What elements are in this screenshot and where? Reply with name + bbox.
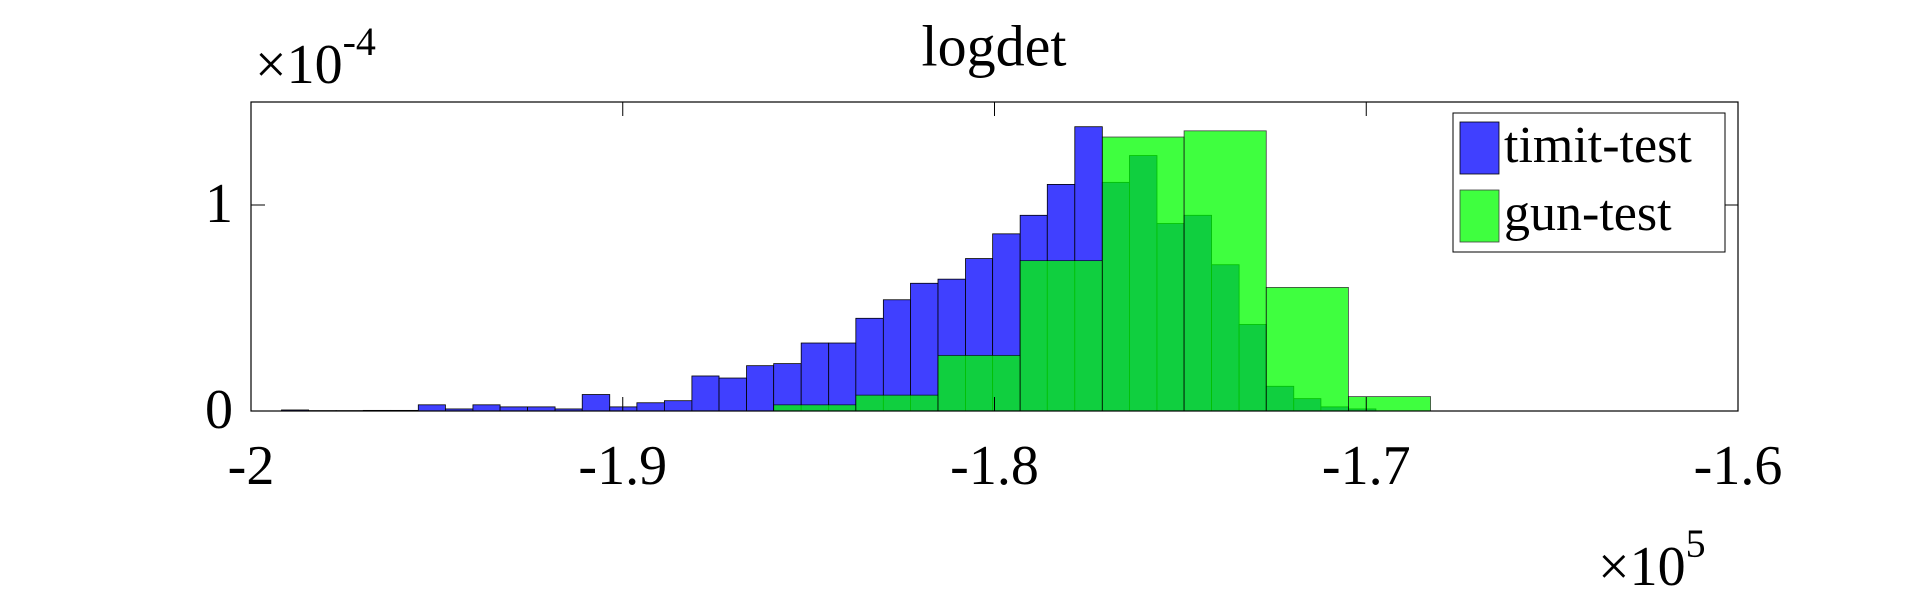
- chart-title: logdet: [922, 13, 1067, 78]
- legend: timit-test gun-test: [1452, 112, 1726, 253]
- legend-swatch: [1459, 121, 1500, 175]
- y-multiplier-base: ×10: [255, 34, 343, 96]
- x-tick-label: -1.7: [1322, 435, 1411, 497]
- bar: [472, 404, 501, 412]
- bar: [1019, 260, 1103, 412]
- bar: [499, 406, 528, 412]
- legend-label: timit-test: [1504, 117, 1692, 174]
- bar: [636, 402, 665, 412]
- bar: [663, 400, 693, 412]
- bar: [773, 404, 857, 412]
- bar: [882, 299, 911, 412]
- y-tick-label: 0: [205, 379, 233, 441]
- y-multiplier-exponent: -4: [343, 19, 376, 64]
- legend-label: gun-test: [1504, 185, 1672, 242]
- bar: [1265, 286, 1349, 412]
- bar: [417, 404, 446, 412]
- x-tick-label: -1.9: [578, 435, 667, 497]
- bar: [527, 406, 556, 412]
- y-multiplier: ×10-4: [255, 19, 376, 96]
- x-tick-label: -1.6: [1694, 435, 1783, 497]
- x-multiplier-exponent: 5: [1686, 521, 1706, 566]
- bar: [910, 282, 939, 412]
- bar: [746, 365, 775, 412]
- bar: [773, 363, 802, 412]
- x-tick-label: -2: [228, 435, 275, 497]
- bar: [1348, 396, 1431, 412]
- x-tick-label: -1.8: [950, 435, 1039, 497]
- bar: [718, 377, 747, 412]
- bar: [800, 342, 830, 412]
- bar: [1101, 136, 1185, 412]
- bar: [609, 406, 638, 412]
- bar: [581, 394, 611, 412]
- x-multiplier-base: ×10: [1598, 536, 1686, 598]
- bar: [828, 342, 857, 412]
- x-multiplier: ×105: [1598, 521, 1706, 598]
- bar: [855, 394, 939, 412]
- bar: [691, 375, 720, 412]
- y-tick-label: 1: [205, 173, 233, 235]
- bar: [937, 354, 1021, 412]
- legend-swatch: [1459, 189, 1500, 243]
- bar: [1183, 130, 1267, 412]
